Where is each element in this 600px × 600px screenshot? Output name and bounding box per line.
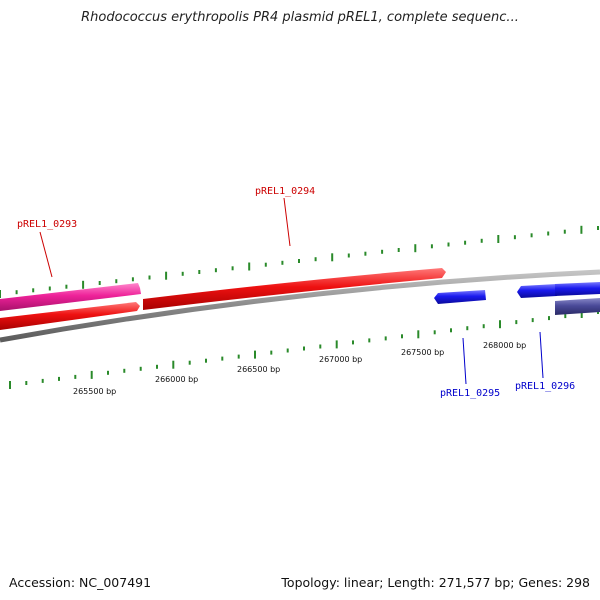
map-title: Rhodococcus erythropolis PR4 plasmid pRE…	[81, 10, 519, 25]
label-line-pREL1-0293	[39, 231, 53, 278]
accession-text: Accession: NC_007491	[9, 575, 152, 590]
summary-text: Topology: linear; Length: 271,577 bp; Ge…	[281, 575, 590, 590]
gene-slate-reverse[interactable]	[555, 298, 600, 315]
label-line-pREL1-0296	[539, 331, 544, 379]
scale-label-267000: 267000 bp	[319, 355, 362, 364]
scale-label-265500: 265500 bp	[73, 387, 116, 396]
scale-label-268000: 268000 bp	[483, 341, 526, 350]
gene-blue-reverse-1[interactable]	[434, 290, 486, 304]
lower-tick-row	[9, 310, 599, 389]
gene-blue-reverse-2[interactable]	[517, 284, 557, 298]
gene-label-pREL1-0293[interactable]: pREL1_0293	[17, 219, 77, 230]
gene-blue-reverse-3[interactable]	[555, 282, 600, 296]
gene-pink-forward[interactable]	[0, 283, 141, 311]
scale-label-267500: 267500 bp	[401, 348, 444, 357]
label-line-pREL1-0295	[462, 337, 467, 385]
plasmid-backbone	[0, 269, 600, 343]
gene-label-pREL1-0296[interactable]: pREL1_0296	[515, 381, 575, 392]
gene-red-forward-1[interactable]	[0, 302, 140, 330]
scale-label-266000: 266000 bp	[155, 375, 198, 384]
label-line-pREL1-0294	[283, 197, 291, 247]
gene-label-pREL1-0294[interactable]: pREL1_0294	[255, 186, 315, 197]
gene-label-pREL1-0295[interactable]: pREL1_0295	[440, 388, 500, 399]
gene-red-forward-2[interactable]	[143, 268, 446, 310]
upper-tick-row	[0, 225, 599, 298]
scale-label-266500: 266500 bp	[237, 365, 280, 374]
